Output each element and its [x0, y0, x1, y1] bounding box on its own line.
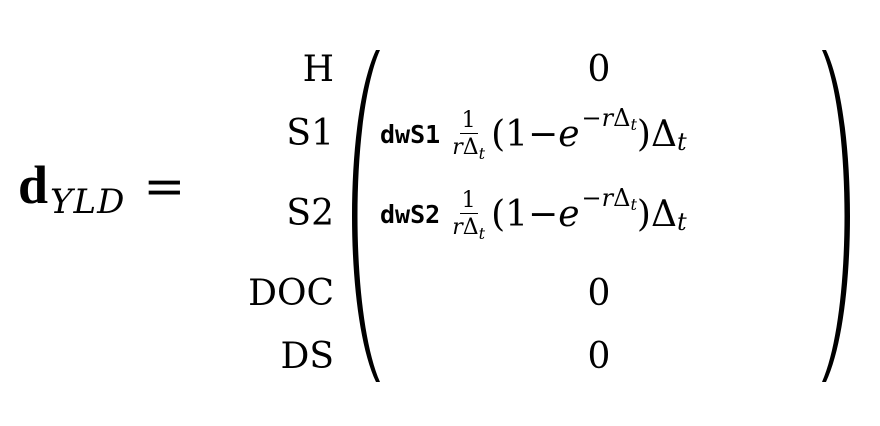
delta-subscript: t	[676, 208, 687, 236]
lhs-symbol: d	[18, 155, 49, 215]
equals-sign: =	[143, 157, 186, 215]
delta: Δ	[650, 193, 677, 235]
left-parenthesis	[352, 50, 380, 382]
exponent: −rΔt	[581, 104, 637, 134]
row-label-h: H	[302, 49, 334, 90]
open-term: (1−	[491, 193, 559, 235]
close-paren: )	[636, 113, 651, 155]
row-label-doc: DOC	[248, 273, 334, 314]
row-label-s2: S2	[286, 193, 334, 234]
exponent: −rΔt	[581, 184, 637, 214]
entry-doc: 0	[587, 273, 611, 314]
entry-h: 0	[587, 49, 611, 90]
close-paren: )	[636, 193, 651, 235]
param-dws2: dwS2	[380, 199, 441, 229]
param-dws1: dwS1	[380, 119, 441, 149]
fraction-denominator: rΔt	[452, 135, 486, 163]
row-label-s1: S1	[286, 113, 334, 154]
lhs-expression: dYLD =	[18, 155, 185, 222]
fraction-numerator: 1	[459, 108, 478, 134]
open-term: (1−	[491, 113, 559, 155]
fraction-denominator: rΔt	[452, 215, 486, 243]
right-parenthesis	[822, 50, 850, 382]
delta: Δ	[650, 113, 677, 155]
row-label-ds: DS	[280, 336, 334, 377]
fraction-s1: 1 rΔt	[450, 108, 487, 164]
fraction-numerator: 1	[459, 188, 478, 214]
exp-base: e	[558, 193, 580, 235]
delta-subscript: t	[676, 128, 687, 156]
fraction-s2: 1 rΔt	[450, 188, 487, 244]
entry-ds: 0	[587, 336, 611, 377]
lhs-subscript: YLD	[50, 182, 126, 222]
exp-base: e	[558, 113, 580, 155]
